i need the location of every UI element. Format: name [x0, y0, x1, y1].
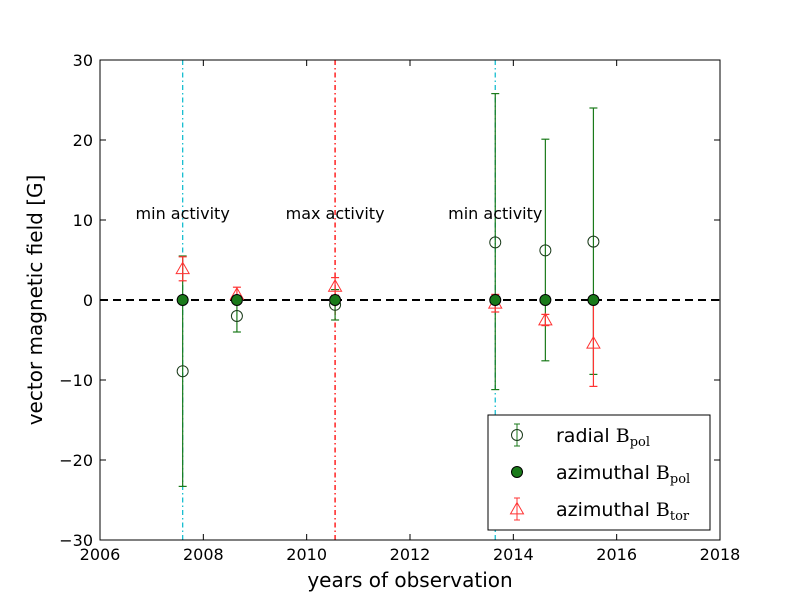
legend-label: azimuthal Btor [556, 499, 690, 524]
legend-entry: radial Bpol [511, 423, 650, 450]
x-tick-label: 2008 [183, 545, 224, 564]
annotations: min activity max activity min activity [136, 204, 543, 223]
x-axis-title: years of observation [307, 568, 512, 592]
x-tick-label: 2010 [286, 545, 327, 564]
legend-symbol: B [616, 425, 630, 447]
legend-label: radial Bpol [556, 425, 650, 450]
y-tick-label: −20 [59, 451, 93, 470]
open-triangle-point [175, 261, 191, 275]
legend-name: azimuthal [556, 499, 656, 521]
errorbar [491, 92, 500, 391]
filled-circle-point [329, 294, 342, 306]
legend-name: azimuthal [556, 462, 656, 484]
filled-circle-point [489, 294, 502, 306]
x-tick-label: 2016 [596, 545, 637, 564]
data-markers [175, 235, 601, 378]
x-tick-label: 2014 [493, 545, 534, 564]
errorbar [178, 256, 187, 282]
y-tick-label: 0 [83, 291, 93, 310]
filled-circle-point [587, 294, 600, 306]
y-tick-label: 30 [73, 51, 93, 70]
y-tick-label: 20 [73, 131, 93, 150]
filled-circle-point [230, 294, 243, 306]
legend-entry: azimuthal Bpol [511, 462, 690, 487]
open-triangle-point [538, 312, 553, 326]
open-circle-point [587, 235, 600, 248]
axis-ticks: 2006 2008 2010 2012 2014 2016 2018 −30 −20 −10 0 10… [59, 51, 740, 564]
x-tick-label: 2018 [700, 545, 741, 564]
y-axis-title: vector magnetic field [G] [23, 175, 47, 426]
annotation-label: min activity [448, 204, 542, 223]
open-triangle-point [586, 335, 601, 349]
legend-subscript: tor [670, 509, 690, 524]
legend-entry: azimuthal Btor [509, 497, 690, 524]
x-tick-label: 2006 [80, 545, 121, 564]
open-circle-point [489, 236, 502, 249]
open-triangle-point [327, 278, 343, 292]
y-tick-label: −30 [59, 531, 93, 550]
open-circle-point [230, 310, 243, 322]
legend-subscript: pol [670, 472, 690, 487]
filled-circle-point [176, 294, 189, 306]
legend-label: azimuthal Bpol [556, 462, 690, 487]
annotation-label: max activity [286, 204, 385, 223]
legend-marker [511, 466, 523, 478]
legend-symbol: B [656, 499, 670, 521]
annotation-label: min activity [136, 204, 230, 223]
x-tick-label: 2012 [390, 545, 431, 564]
y-tick-label: −10 [59, 371, 93, 390]
legend-box [487, 414, 711, 531]
legend-marker [511, 429, 523, 441]
open-circle-point [539, 244, 552, 257]
filled-circle-point [539, 294, 552, 306]
legend-marker [509, 501, 525, 515]
legend-subscript: pol [630, 435, 650, 450]
legend-symbol: B [656, 462, 670, 484]
open-circle-point [176, 365, 189, 378]
y-tick-label: 10 [73, 211, 93, 230]
legend-name: radial [556, 425, 616, 447]
